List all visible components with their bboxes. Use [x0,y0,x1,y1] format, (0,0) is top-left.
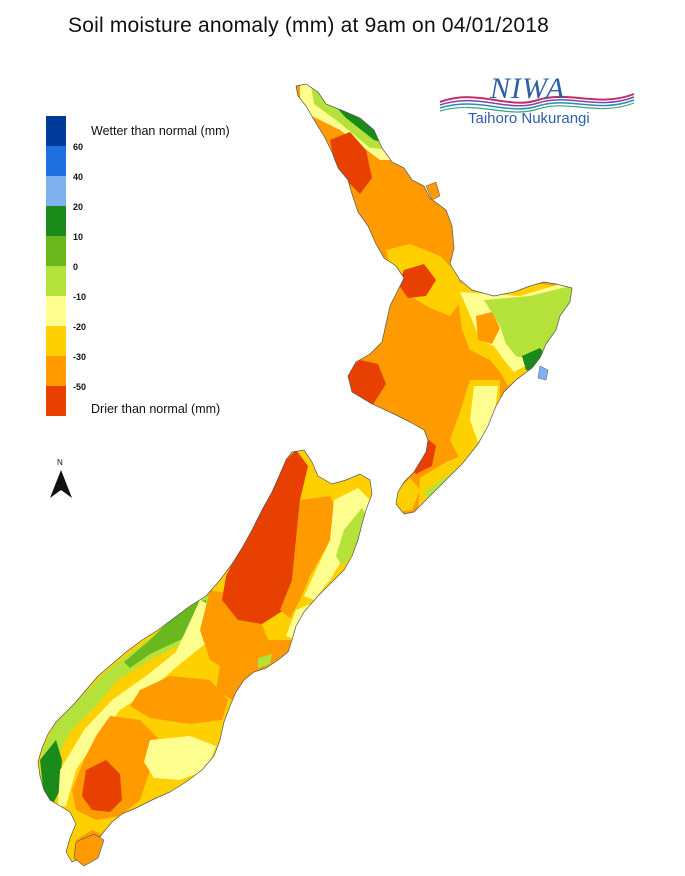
legend-tick: -20 [73,322,87,332]
legend-drier-label: Drier than normal (mm) [91,402,221,416]
legend-tick: -50 [73,382,87,392]
south-island [38,450,372,862]
north-island [296,84,572,514]
logo-swoosh-icon [439,93,635,113]
legend-swatch [46,116,66,146]
legend-tick: 60 [73,142,84,152]
legend-tick: 10 [73,232,84,242]
cape-kidnappers [537,365,549,381]
great-barrier-island [425,181,441,201]
map-title: Soil moisture anomaly (mm) at 9am on 04/… [68,14,549,37]
legend-swatch [46,236,66,266]
niwa-logo: NIWA Taihoro Nukurangi [438,70,638,134]
legend-wetter-label: Wetter than normal (mm) [91,124,230,138]
legend-swatch [46,206,66,236]
legend-swatch [46,386,66,416]
legend-swatch [46,176,66,206]
legend-tick: 40 [73,172,84,182]
stewart-island [73,833,105,867]
legend-tick: 20 [73,202,84,212]
legend-tick: -10 [73,292,87,302]
legend-tick: 0 [73,262,79,272]
logo-subtitle: Taihoro Nukurangi [468,110,590,127]
north-arrow: N [50,458,74,502]
legend-swatch [46,146,66,176]
legend-swatch [46,356,66,386]
north-arrow-icon [50,470,72,498]
legend-tick: -30 [73,352,87,362]
north-label: N [57,458,63,467]
legend-swatch [46,296,66,326]
legend-swatch [46,326,66,356]
legend-swatch [46,266,66,296]
legend: 60 40 20 10 0 -10 -20 -30 -50 Wetter tha… [46,116,266,426]
logo-wordmark: NIWA [490,72,566,105]
